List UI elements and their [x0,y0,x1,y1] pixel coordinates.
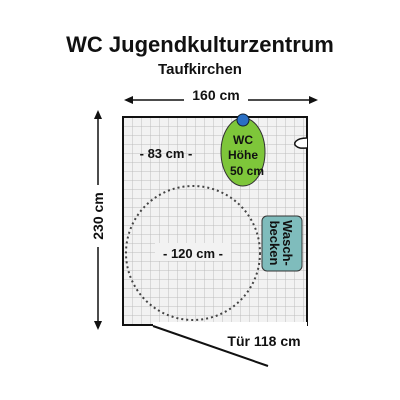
wc-label-1: WC [233,133,253,147]
toilet-roll-holder-icon [294,137,308,149]
wc-label-3: 50 cm [230,164,264,178]
turning-circle [125,185,261,321]
plan-subtitle: Taufkirchen [158,61,242,78]
wc-label-2: Höhe [228,148,258,162]
width-label: 160 cm [192,87,239,103]
turning-circle-label: - 120 cm - [163,246,223,261]
sink-label-2: becken [267,221,282,266]
height-label: 230 cm [90,192,106,239]
door-gap [153,322,307,328]
door-leaf [152,325,269,367]
sink-label-1: Wasch- [280,220,295,266]
wc-fixture: WC Höhe 50 cm [220,113,266,187]
width-dimension: 160 cm [124,86,318,104]
sink-fixture: Wasch- becken [261,215,303,272]
height-dimension: 230 cm [86,110,110,330]
flush-button-icon [236,113,250,127]
free-space-label: - 83 cm - [140,146,193,161]
door-label: Tür 118 cm [227,333,300,349]
plan-title: WC Jugendkulturzentrum [66,32,334,57]
